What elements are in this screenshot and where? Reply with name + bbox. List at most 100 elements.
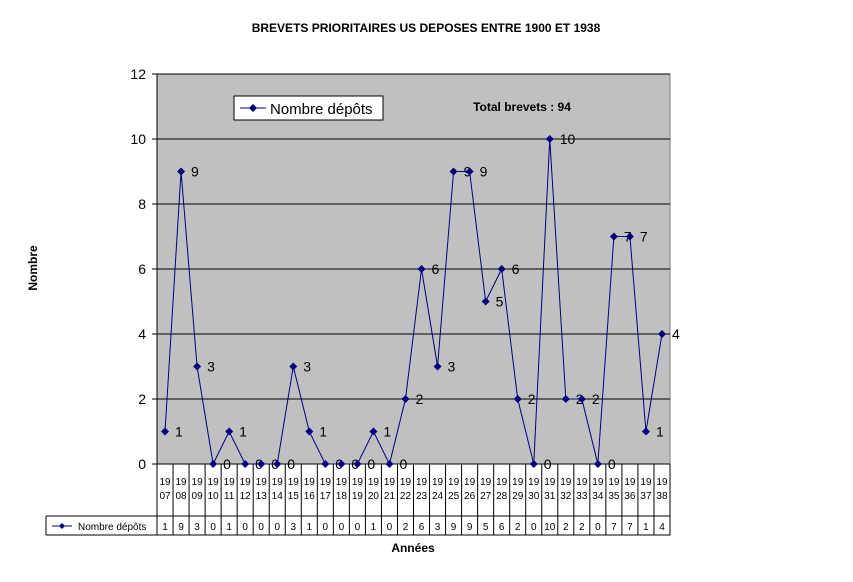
data-point [513, 395, 522, 403]
data-label: 3 [303, 359, 311, 375]
table-value: 9 [178, 522, 184, 533]
table-value: 1 [226, 522, 232, 533]
table-value: 7 [627, 522, 633, 533]
x-tick-label: 19 37 [640, 477, 652, 502]
data-point [545, 135, 554, 143]
data-point [657, 330, 666, 338]
table-value: 0 [595, 522, 601, 533]
data-label: 6 [432, 261, 440, 277]
data-label: 1 [383, 424, 391, 440]
x-tick-label: 19 12 [240, 477, 252, 502]
table-value: 3 [435, 522, 441, 533]
x-tick-label: 19 24 [432, 477, 444, 502]
data-point [497, 265, 506, 273]
data-label: 0 [287, 456, 295, 472]
data-point [321, 460, 330, 468]
table-value: 2 [515, 522, 521, 533]
y-tick-label: 4 [138, 326, 146, 342]
x-tick-label: 19 27 [480, 477, 492, 502]
data-point [161, 427, 170, 436]
table-value: 0 [355, 522, 361, 533]
data-label: 9 [191, 164, 199, 180]
y-tick-label: 10 [130, 131, 146, 147]
x-tick-label: 19 19 [352, 477, 364, 502]
x-tick-label: 19 26 [464, 477, 476, 502]
data-label: 6 [512, 261, 520, 277]
x-tick-label: 19 28 [496, 477, 508, 502]
x-tick-label: 19 36 [624, 477, 636, 502]
x-tick-label: 19 30 [528, 477, 540, 502]
chart-title: BREVETS PRIORITAIRES US DEPOSES ENTRE 19… [252, 21, 601, 35]
data-point [369, 427, 378, 436]
data-label: 0 [544, 456, 552, 472]
data-point [209, 460, 218, 468]
x-tick-label: 19 23 [416, 477, 428, 502]
y-axis-label: Nombre [26, 245, 40, 291]
data-label: 2 [415, 391, 423, 407]
table-value: 9 [451, 522, 457, 533]
table-value: 0 [210, 522, 216, 533]
x-tick-label: 19 22 [400, 477, 412, 502]
data-label: 9 [480, 164, 488, 180]
data-point [481, 297, 490, 306]
x-tick-label: 19 09 [192, 477, 204, 502]
data-point [353, 460, 362, 468]
x-tick-label: 19 18 [336, 477, 348, 502]
y-tick-label: 8 [138, 196, 146, 212]
data-point [449, 167, 458, 176]
data-label: 2 [592, 391, 600, 407]
table-value: 0 [323, 522, 329, 533]
table-value: 5 [483, 522, 489, 533]
table-key-marker [59, 523, 65, 529]
table-value: 6 [499, 522, 505, 533]
data-label: 1 [656, 424, 664, 440]
data-point [257, 460, 266, 468]
x-tick-label: 19 33 [576, 477, 588, 502]
data-label: 0 [608, 456, 616, 472]
x-tick-label: 19 08 [175, 477, 187, 502]
legend-marker-swatch [249, 104, 257, 112]
table-value: 1 [643, 522, 649, 533]
x-tick-label: 19 07 [159, 477, 171, 502]
x-tick-label: 19 25 [448, 477, 460, 502]
table-value: 0 [242, 522, 248, 533]
data-label: 7 [640, 229, 648, 245]
table-value: 2 [579, 522, 585, 533]
table-value: 2 [403, 522, 409, 533]
data-point [433, 362, 442, 371]
x-tick-label: 19 34 [592, 477, 604, 502]
data-label: 0 [367, 456, 375, 472]
table-value: 0 [387, 522, 393, 533]
data-point [417, 265, 426, 273]
legend-box [233, 95, 384, 121]
data-point [225, 427, 234, 436]
x-tick-label: 19 14 [272, 477, 284, 502]
data-point [385, 460, 394, 468]
data-point [337, 460, 346, 468]
table-value: 10 [544, 522, 556, 533]
table-value: 3 [290, 522, 296, 533]
table-series-label: Nombre dépôts [78, 522, 146, 533]
table-value: 1 [307, 522, 313, 533]
table-value: 1 [371, 522, 377, 533]
data-label: 3 [207, 359, 215, 375]
data-point [641, 427, 650, 436]
legend-label: Nombre dépôts [270, 101, 373, 118]
table-value: 3 [194, 522, 200, 533]
data-label: 0 [223, 456, 231, 472]
data-point [401, 395, 410, 403]
data-point [305, 427, 314, 436]
y-tick-label: 0 [138, 456, 146, 472]
y-tick-label: 6 [138, 261, 146, 277]
x-tick-label: 19 11 [224, 477, 236, 502]
table-value: 0 [258, 522, 264, 533]
x-tick-label: 19 17 [320, 477, 332, 502]
data-label: 0 [399, 456, 407, 472]
y-tick-label: 12 [130, 66, 146, 82]
data-point [529, 460, 538, 468]
table-value: 0 [339, 522, 345, 533]
x-tick-label: 19 16 [304, 477, 316, 502]
data-point [465, 167, 474, 176]
data-point [609, 232, 618, 241]
